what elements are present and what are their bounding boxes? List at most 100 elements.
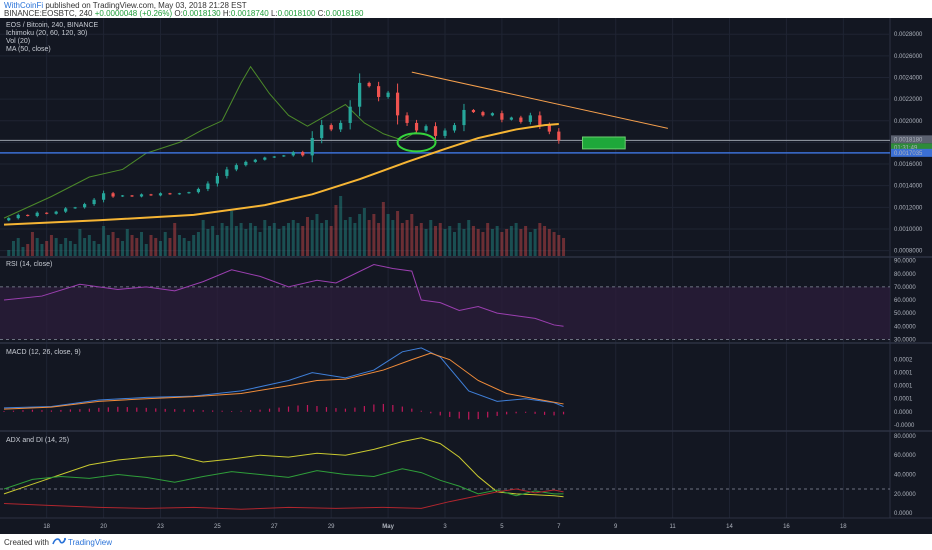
volume-bar (187, 241, 191, 256)
candle-body (509, 117, 513, 120)
volume-bar (206, 229, 210, 256)
high-value: 0.0018740 (230, 9, 269, 18)
volume-bar (562, 238, 566, 256)
price-axis-tick-label: 0.0024000 (894, 76, 923, 82)
time-axis-tick-label: 18 (43, 524, 50, 530)
candle-body (291, 152, 295, 156)
volume-bar (282, 226, 286, 256)
macd-histogram-bar (249, 410, 252, 412)
tradingview-brand[interactable]: TradingView (68, 538, 113, 547)
candle-body (377, 86, 381, 97)
macd-histogram-bar (231, 410, 233, 412)
candle-body (35, 212, 39, 216)
volume-bar (168, 238, 172, 256)
candle-body (187, 192, 191, 194)
volume-bar (149, 235, 153, 256)
close-label: C: (317, 9, 326, 18)
candle-body (225, 169, 229, 176)
macd-histogram-bar (240, 410, 242, 412)
volume-bar (196, 232, 200, 256)
volume-bar (21, 247, 25, 256)
volume-bar (391, 220, 395, 256)
volume-bar (343, 220, 347, 256)
candle-body (452, 125, 457, 131)
volume-bar (121, 241, 125, 256)
macd-histogram-bar (401, 406, 403, 412)
rsi-pane-title: RSI (14, close) (6, 261, 52, 268)
adx-axis-tick-label: 20.0000 (894, 492, 916, 498)
change-value: +0.0000048 (+0.26%) (94, 9, 173, 18)
macd-histogram-bar (515, 411, 517, 414)
candle-body (177, 193, 182, 195)
tradingview-logo-icon (52, 537, 66, 545)
volume-bar (381, 202, 385, 256)
candle-body (282, 155, 286, 157)
macd-histogram-bar (430, 411, 432, 414)
volume-bar (358, 214, 362, 256)
candle-body (83, 204, 87, 208)
candle-body (253, 159, 257, 162)
candle-body (538, 115, 542, 126)
price-axis-tick-label: 0.0016000 (894, 162, 923, 168)
volume-bar (315, 214, 319, 256)
low-value: 0.0018100 (277, 9, 316, 18)
candle-body (130, 195, 134, 197)
macd-histogram-bar (268, 408, 271, 412)
macd-axis-tick-label: 0.0001 (894, 397, 913, 403)
volume-bar (201, 220, 205, 256)
volume-bar (452, 232, 456, 256)
price-axis-tick-label: 0.0020000 (894, 119, 923, 125)
volume-bar (424, 229, 428, 256)
chart-area[interactable]: 0.0008000 0.0010000 0.0012000 0.0014000 0.00… (0, 18, 932, 534)
volume-bar (158, 241, 162, 256)
candle-body (120, 195, 125, 197)
volume-bar (7, 250, 11, 256)
volume-bar (154, 238, 158, 256)
candle-body (149, 194, 153, 196)
volume-bar (220, 223, 224, 256)
volume-bar (557, 235, 561, 256)
volume-bar (182, 238, 186, 256)
volume-bar (291, 220, 295, 256)
candle-body (386, 92, 390, 97)
macd-histogram-bar (212, 410, 214, 412)
time-axis-tick-label: 23 (157, 524, 164, 530)
macd-histogram-bar (496, 411, 498, 416)
volume-bar (434, 226, 438, 256)
macd-histogram-bar (468, 411, 470, 420)
candle-body (234, 165, 238, 170)
author-link[interactable]: WithCoinFi (4, 1, 44, 10)
symbol-label: BINANCE:EOSBTC, 240 (4, 9, 93, 18)
candle-body (547, 125, 551, 132)
di-minus-line (3, 488, 564, 510)
macd-histogram-bar (439, 411, 441, 416)
volume-bar (92, 241, 96, 256)
macd-histogram-bar (543, 411, 546, 415)
volume-bar (410, 214, 414, 256)
candle-body (139, 194, 144, 197)
candle-body (7, 218, 11, 221)
candle-body (500, 113, 504, 120)
macd-axis-tick-label: 0.0000 (894, 410, 913, 416)
publish-line: WithCoinFi published on TradingView.com,… (4, 1, 247, 10)
macd-histogram-bar (525, 411, 527, 413)
price-axis-tick-label: 0.0026000 (894, 54, 923, 60)
volume-bar (415, 226, 419, 256)
time-axis-tick-label: 25 (214, 524, 221, 530)
volume-bar (45, 241, 49, 256)
macd-histogram-bar (117, 406, 119, 412)
candle-body (196, 188, 201, 193)
volume-bar (329, 226, 333, 256)
countdown-label: 01:31:49 (894, 145, 918, 151)
candle-body (367, 82, 371, 87)
price-axis-tick-label: 0.0028000 (894, 32, 923, 38)
candle-body (73, 207, 77, 209)
volume-bar (211, 226, 215, 256)
volume-bar (438, 223, 442, 256)
volume-bar (467, 220, 471, 256)
rsi-axis-tick-label: 70.0000 (894, 285, 916, 291)
volume-bar (405, 220, 409, 256)
macd-histogram-bar (458, 411, 460, 419)
volume-bar (73, 244, 77, 256)
macd-histogram-bar (411, 408, 413, 412)
